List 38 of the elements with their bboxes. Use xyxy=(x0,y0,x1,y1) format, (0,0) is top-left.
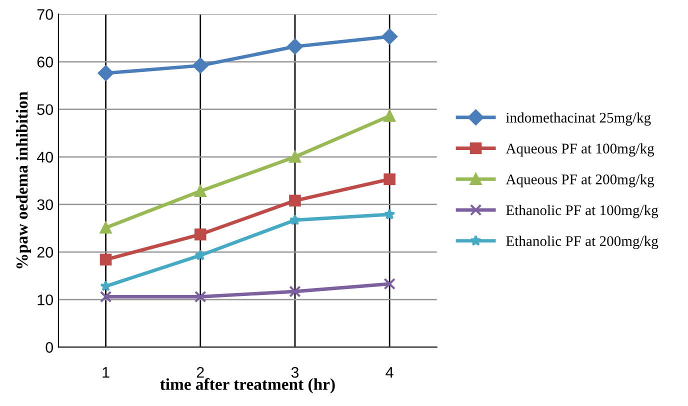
legend-label: Ethanolic PF at 100mg/kg xyxy=(506,204,658,218)
point xyxy=(289,150,301,163)
point xyxy=(384,208,396,220)
y-axis-title: %paw oedema inhibition xyxy=(16,92,32,268)
point xyxy=(192,58,208,74)
y-tick-label: 50 xyxy=(37,104,54,116)
x-tick-label: 1 xyxy=(102,367,110,378)
x-tick-label: 4 xyxy=(386,367,394,378)
x-axis-title: time after treatment (hr) xyxy=(160,378,335,394)
y-tick-label: 30 xyxy=(37,199,54,210)
x-tick-label: 3 xyxy=(291,366,299,378)
point xyxy=(289,286,301,298)
y-tick-label: 0 xyxy=(46,342,54,353)
y-tick-label: 20 xyxy=(37,246,54,258)
point xyxy=(194,290,206,303)
point xyxy=(384,110,396,122)
point xyxy=(384,173,396,186)
legend-label: Aqueous PF at 200mg/kg xyxy=(506,174,654,188)
point xyxy=(194,228,206,240)
legend-label: indomethacinat 25mg/kg xyxy=(506,112,651,126)
point xyxy=(100,254,112,266)
point xyxy=(98,65,114,82)
legend-label: Ethanolic PF at 200mg/kg xyxy=(506,236,658,250)
y-tick-label: 70 xyxy=(37,9,54,20)
y-tick-label: 40 xyxy=(36,152,54,163)
point xyxy=(100,290,112,303)
point xyxy=(289,214,301,226)
point xyxy=(289,194,301,207)
y-tick-label: 10 xyxy=(38,294,54,306)
point xyxy=(194,185,206,198)
point xyxy=(384,278,396,290)
legend-label: Aqueous PF at 100mg/kg xyxy=(506,143,654,156)
x-tick-label: 2 xyxy=(196,366,204,378)
point xyxy=(382,28,398,44)
point xyxy=(287,38,303,54)
y-tick-label: 60 xyxy=(37,56,54,68)
point xyxy=(100,280,112,292)
point xyxy=(100,222,112,234)
